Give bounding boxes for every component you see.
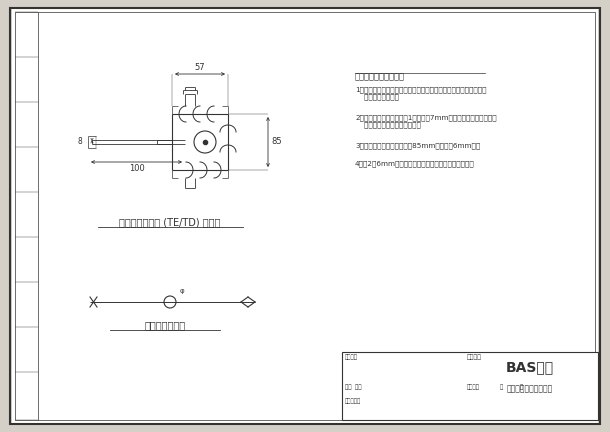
Bar [342,352,598,420]
Text: 100: 100 [129,164,145,173]
Text: φ: φ [180,288,185,294]
Text: 3、以该孔为中心，对称相距85mm的钻两个6mm孔。: 3、以该孔为中心，对称相距85mm的钻两个6mm孔。 [355,142,480,149]
Text: 2、在选定位置的风管上开1个直径为7mm的孔，并从此孔插入温度
    传感器，如风道开孔示意图；: 2、在选定位置的风管上开1个直径为7mm的孔，并从此孔插入温度 传感器，如风道开… [355,114,497,128]
Text: 三级复查签: 三级复查签 [345,398,361,403]
Text: BAS系统: BAS系统 [506,360,554,374]
Text: 设计  制图: 设计 制图 [345,384,362,390]
Text: 8: 8 [77,137,82,146]
Text: 审定签名: 审定签名 [467,354,482,359]
Text: 4、用2个6mm的自攻螺丝把温度传感器固定在风管上。: 4、用2个6mm的自攻螺丝把温度传感器固定在风管上。 [355,160,475,167]
Text: 日: 日 [500,384,503,390]
Text: 审订签名: 审订签名 [345,354,358,359]
Text: 期: 期 [520,384,523,390]
Text: 57: 57 [195,63,206,72]
Text: 风道温度传感器 (TE/TD) 外型图: 风道温度传感器 (TE/TD) 外型图 [120,217,221,227]
Text: 85: 85 [271,137,282,146]
Text: 1、风道温度传感器安装位置：空调机的回风管，新风机的送风管，
    在风管的直管段；: 1、风道温度传感器安装位置：空调机的回风管，新风机的送风管， 在风管的直管段； [355,86,487,100]
Text: 图纸名称: 图纸名称 [467,384,480,390]
Text: 风道开孔示意图: 风道开孔示意图 [145,320,185,330]
Text: 风道温度传感器安装：: 风道温度传感器安装： [355,72,405,81]
Text: 风道温度传感器安装图: 风道温度传感器安装图 [507,384,553,394]
